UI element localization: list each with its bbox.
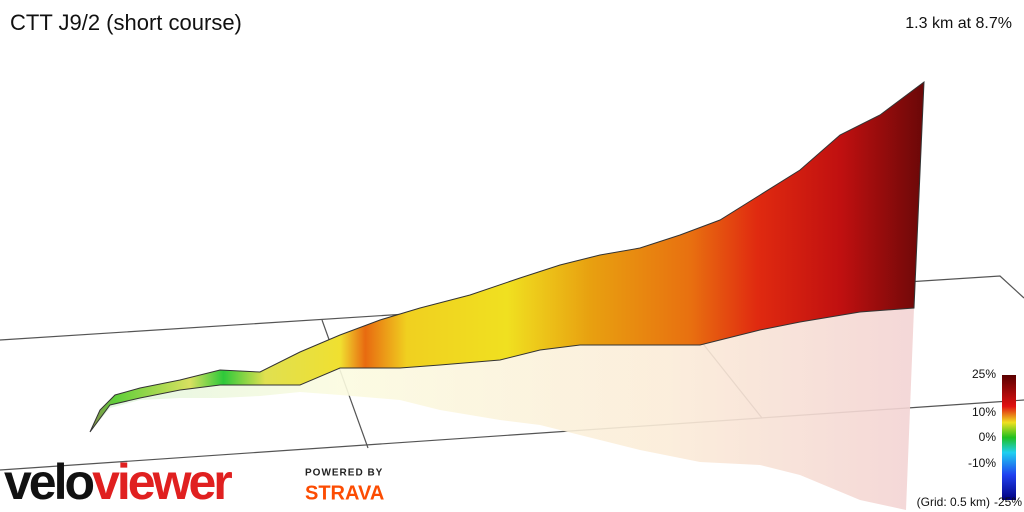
scale-label: 0% [979, 430, 997, 444]
grid-edge [0, 275, 1024, 341]
elevation-profile [89, 80, 925, 433]
strava-logo: STRAVA [305, 482, 384, 504]
summary: 1.3 km at 8.7% [905, 15, 1012, 32]
scale-label: 10% [972, 405, 996, 419]
logo-part: velo [4, 454, 94, 510]
powered-by: POWERED BY [305, 468, 383, 479]
scale-label: -10% [968, 456, 996, 470]
color-scale [1002, 375, 1016, 500]
title: CTT J9/2 (short course) [10, 10, 242, 35]
grid-note: (Grid: 0.5 km) [917, 495, 990, 509]
color-scale-labels: 25% 10% 0% -10% -25% (Grid: 0.5 km) [917, 367, 1023, 509]
logo-part: viewer [92, 454, 232, 510]
scale-label: 25% [972, 367, 996, 381]
logo: veloviewer [4, 454, 232, 510]
scale-label: -25% [994, 495, 1022, 509]
profile-reflection [90, 308, 914, 510]
